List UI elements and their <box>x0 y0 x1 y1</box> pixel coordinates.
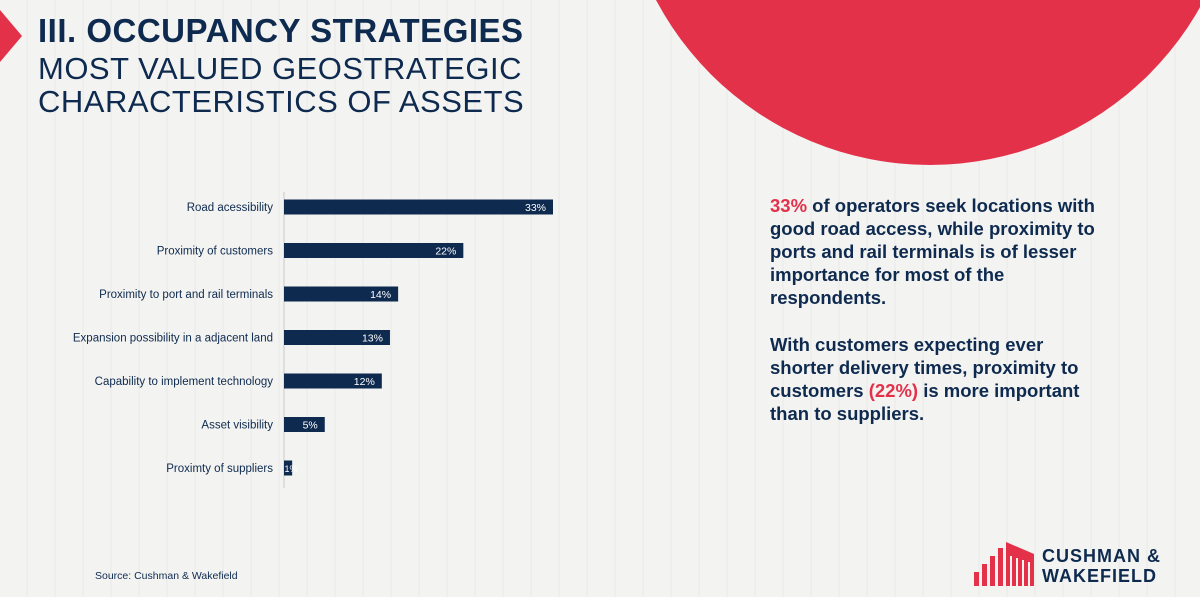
value-label: 33% <box>525 202 546 214</box>
value-label: 22% <box>435 246 456 258</box>
category-label: Proximity of customers <box>157 246 274 258</box>
value-label: 13% <box>362 333 383 345</box>
bar <box>284 199 553 215</box>
highlight-33-percent: 33% <box>770 195 808 216</box>
logo-wordmark: CUSHMAN & WAKEFIELD <box>1042 546 1161 586</box>
decorative-arrow-shape <box>0 10 22 62</box>
value-label: 5% <box>303 420 318 432</box>
commentary-text-1: of operators seek locations with good ro… <box>770 195 1095 308</box>
decorative-red-circle <box>620 0 1200 165</box>
commentary-text-2b: is more important than to suppliers. <box>770 380 1080 424</box>
category-label: Asset visibility <box>201 420 273 432</box>
source-note: Source: Cushman & Wakefield <box>95 570 238 582</box>
commentary-text-2a: With customers expecting ever shorter de… <box>770 334 1079 401</box>
commentary-paragraph-2: With customers expecting ever shorter de… <box>770 333 1100 425</box>
page-subtitle: MOST VALUED GEOSTRATEGIC CHARACTERISTICS… <box>38 52 524 118</box>
category-label: Capability to implement technology <box>95 376 274 388</box>
subtitle-line-2: CHARACTERISTICS OF ASSETS <box>38 84 525 119</box>
commentary-paragraph-1: 33% of operators seek locations with goo… <box>770 194 1100 309</box>
bar <box>284 330 390 345</box>
category-label: Proximity to port and rail terminals <box>99 289 273 301</box>
logo-line-2: WAKEFIELD <box>1042 566 1157 586</box>
category-label: Proximty of suppliers <box>166 463 273 475</box>
page-title: III. OCCUPANCY STRATEGIES <box>38 12 524 49</box>
commentary: 33% of operators seek locations with goo… <box>770 194 1100 449</box>
logo-line-1: CUSHMAN & <box>1042 546 1161 566</box>
bar <box>284 243 464 258</box>
header: III. OCCUPANCY STRATEGIES MOST VALUED GE… <box>38 12 524 118</box>
subtitle-line-1: MOST VALUED GEOSTRATEGIC <box>38 51 522 86</box>
value-label: 1% <box>285 464 298 474</box>
category-label: Expansion possibility in a adjacent land <box>73 333 273 345</box>
category-label: Road acessibility <box>187 202 274 214</box>
company-logo: CUSHMAN & WAKEFIELD <box>974 542 1161 586</box>
value-label: 12% <box>354 376 375 388</box>
value-label: 14% <box>370 289 391 301</box>
bar <box>284 373 382 389</box>
bar <box>284 286 399 302</box>
highlight-22-percent: (22%) <box>868 380 919 401</box>
bar <box>284 460 293 476</box>
bar <box>284 417 325 432</box>
bar-chart: Road acessibility 33% Proximity of custome… <box>73 192 553 488</box>
cushman-wakefield-logo-icon <box>974 542 1034 586</box>
